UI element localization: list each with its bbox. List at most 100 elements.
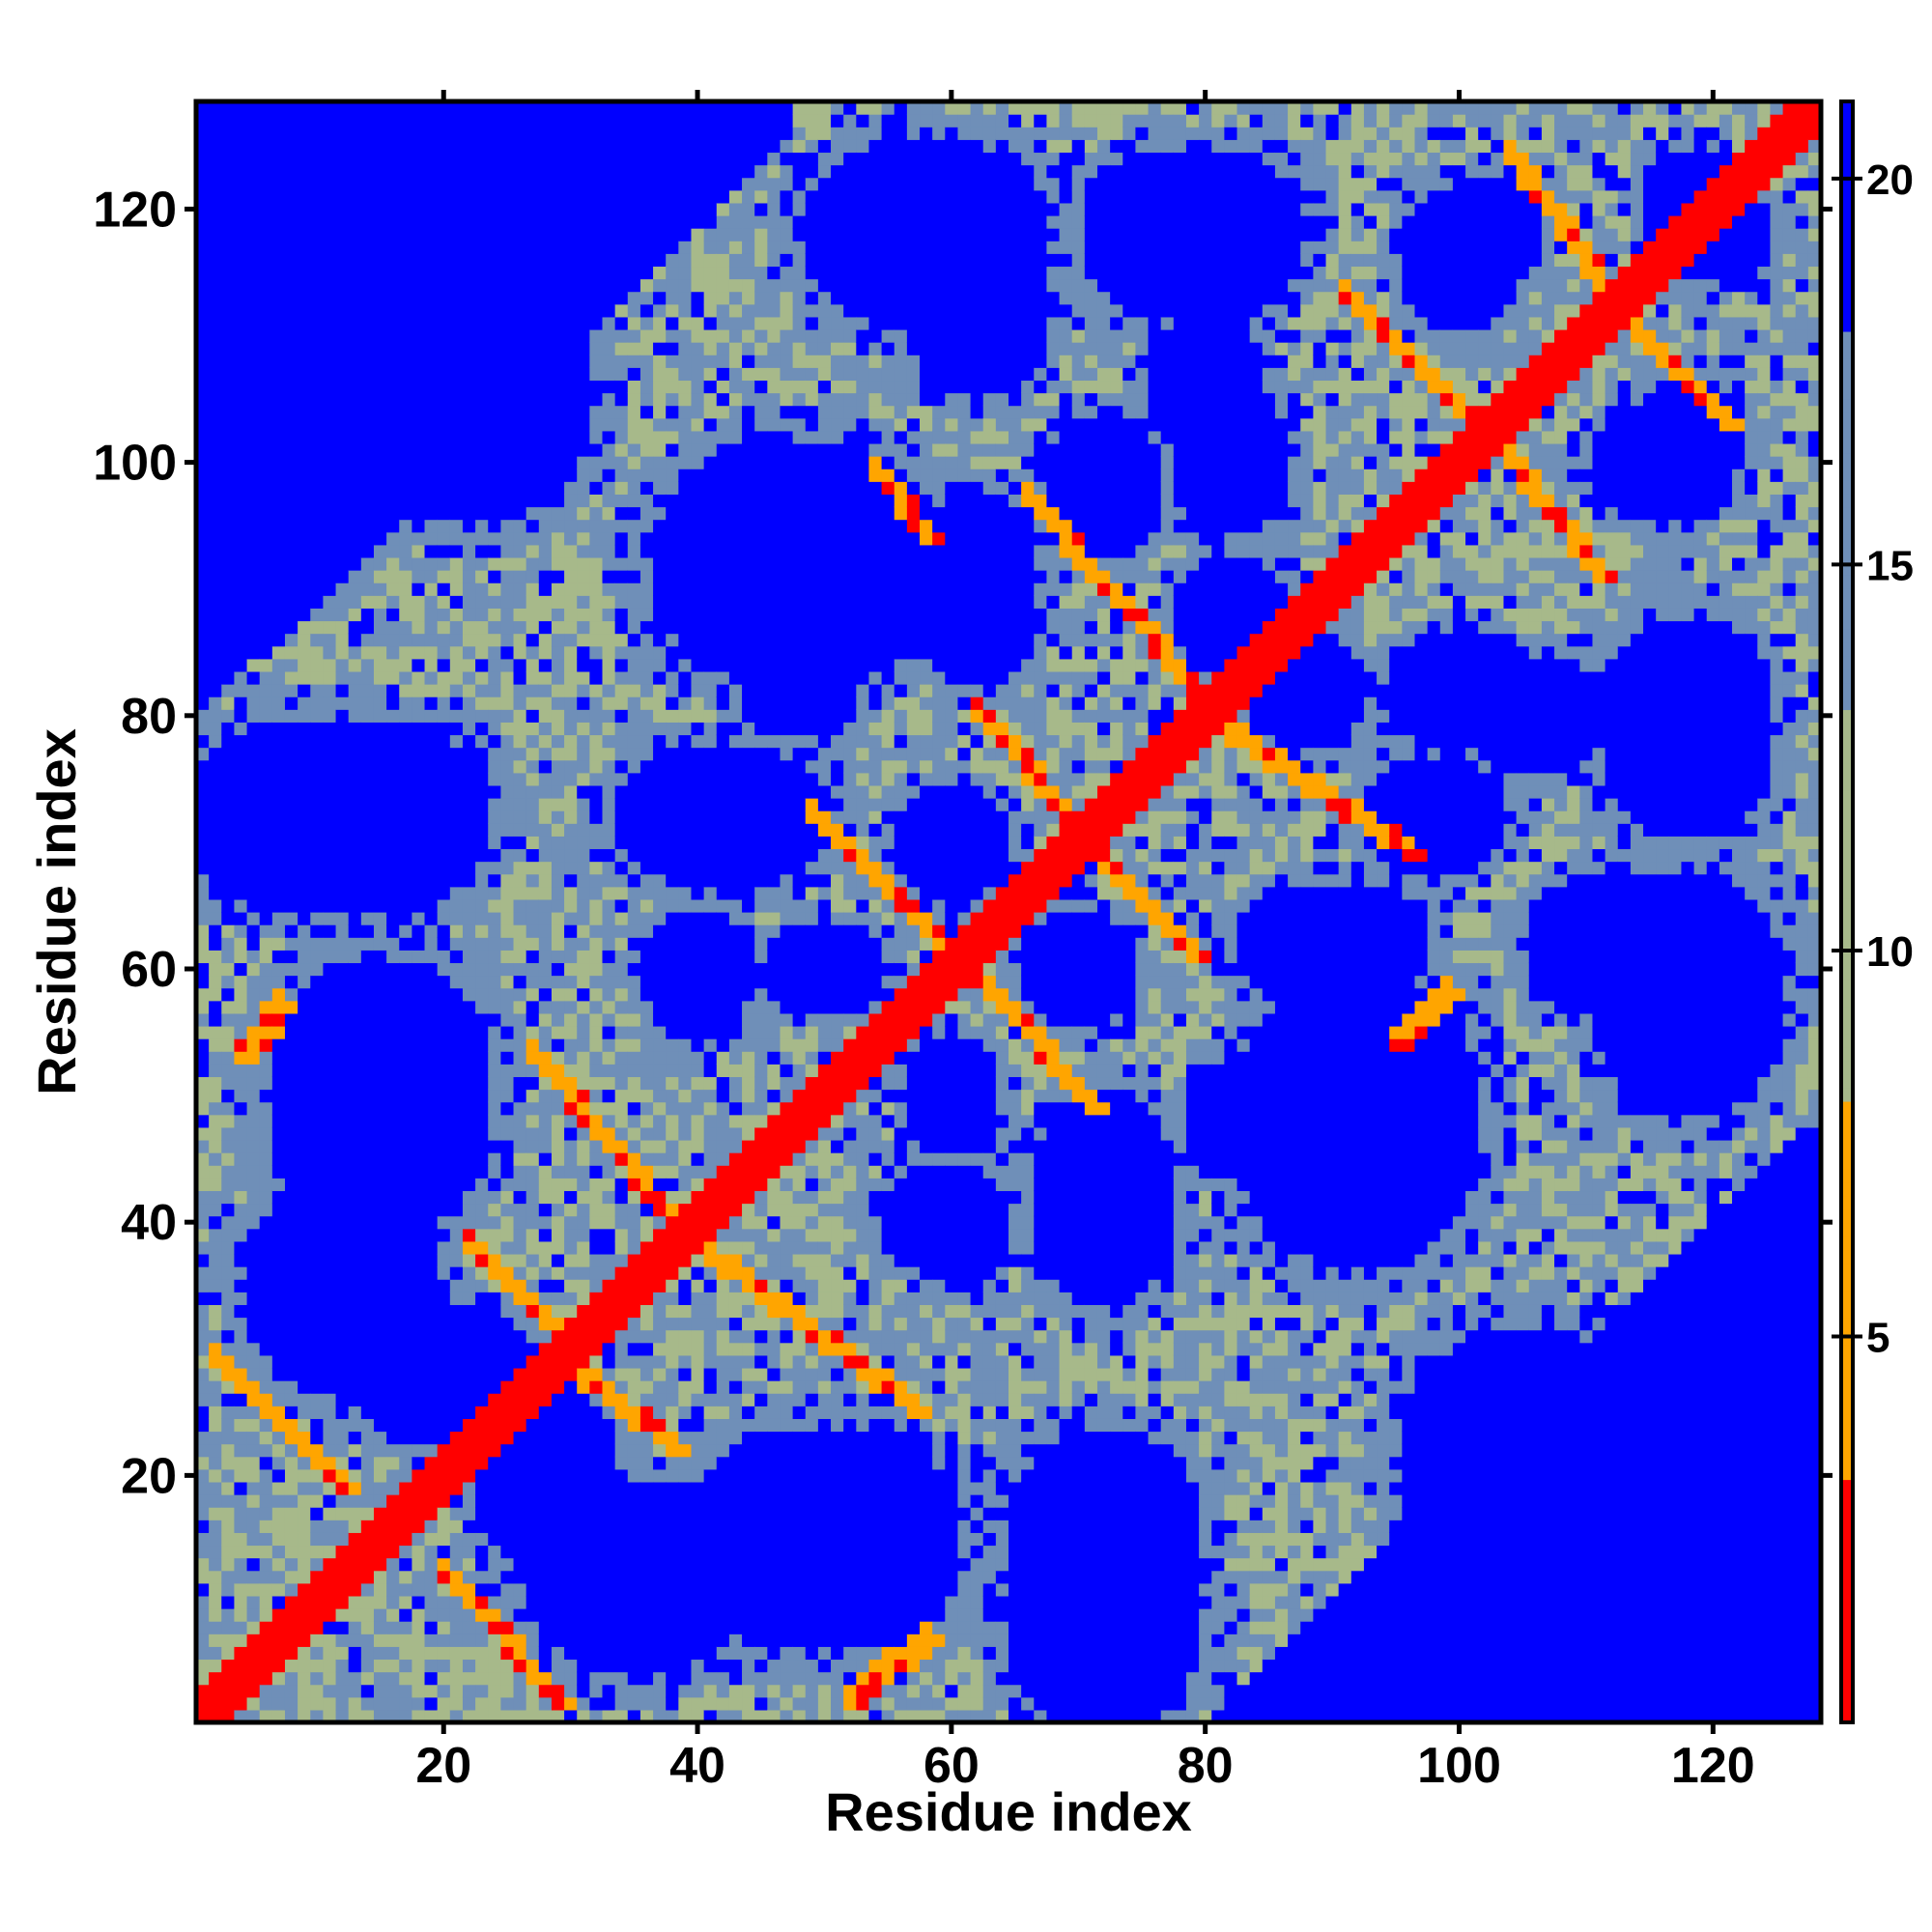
heatmap-cell [500, 114, 515, 128]
heatmap-cell [627, 241, 641, 254]
heatmap-cell [551, 1012, 565, 1027]
heatmap-cell [475, 975, 489, 989]
heatmap-cell [678, 1051, 693, 1065]
heatmap-cell [589, 1393, 604, 1406]
heatmap-cell [551, 1215, 565, 1230]
heatmap-cell [589, 772, 604, 786]
heatmap-cell [298, 241, 311, 254]
heatmap-cell [639, 1139, 654, 1153]
heatmap-cell [246, 241, 261, 254]
heatmap-cell [259, 759, 273, 774]
heatmap-cell [500, 1671, 515, 1686]
heatmap-cell [602, 1025, 616, 1039]
heatmap-cell [551, 722, 565, 736]
heatmap-cell [246, 1240, 261, 1255]
heatmap-cell [437, 367, 451, 382]
heatmap-cell [335, 861, 350, 875]
heatmap-cell [310, 291, 325, 305]
heatmap-cell [526, 1203, 540, 1217]
heatmap-cell [449, 987, 464, 1002]
heatmap-cell [348, 836, 362, 850]
heatmap-cell [589, 1203, 604, 1217]
heatmap-cell [373, 253, 387, 268]
heatmap-cell [666, 456, 679, 469]
heatmap-cell [449, 1228, 464, 1242]
heatmap-cell [589, 1228, 604, 1242]
heatmap-cell [221, 658, 236, 672]
heatmap-cell [564, 1076, 578, 1091]
heatmap-cell [360, 1051, 375, 1065]
heatmap-cell [284, 1342, 298, 1356]
heatmap-cell [348, 101, 362, 115]
heatmap-cell [602, 417, 616, 432]
heatmap-cell [373, 1481, 387, 1495]
heatmap-cell [614, 405, 629, 419]
heatmap-cell [209, 684, 222, 697]
heatmap-cell [373, 1520, 387, 1533]
heatmap-cell [412, 481, 426, 495]
heatmap-cell [639, 1165, 654, 1179]
heatmap-cell [488, 950, 501, 964]
heatmap-cell [259, 608, 273, 622]
heatmap-cell [386, 823, 400, 837]
heatmap-cell [335, 1076, 350, 1091]
heatmap-cell [209, 709, 222, 723]
heatmap-cell [475, 1634, 489, 1647]
heatmap-cell [412, 1228, 426, 1242]
heatmap-cell [475, 1557, 489, 1572]
heatmap-cell [335, 784, 350, 799]
heatmap-cell [284, 798, 298, 811]
heatmap-cell [284, 1456, 298, 1470]
heatmap-cell [678, 177, 693, 191]
heatmap-cell [488, 101, 501, 115]
heatmap-cell [639, 127, 654, 140]
heatmap-cell [564, 556, 578, 571]
heatmap-cell [246, 101, 261, 115]
heatmap-cell [221, 506, 236, 521]
heatmap-cell [589, 1292, 604, 1305]
heatmap-cell [373, 189, 387, 204]
heatmap-cell [360, 747, 375, 761]
heatmap-cell [348, 456, 362, 469]
heatmap-cell [373, 506, 387, 521]
heatmap-cell [462, 1671, 476, 1686]
heatmap-cell [513, 355, 527, 368]
heatmap-cell [462, 1393, 476, 1406]
heatmap-cell [462, 1634, 476, 1647]
heatmap-cell [399, 1114, 412, 1128]
heatmap-cell [475, 1253, 489, 1267]
heatmap-cell [551, 570, 565, 583]
heatmap-cell [589, 962, 604, 977]
heatmap-cell [412, 531, 426, 546]
heatmap-cell [437, 1671, 451, 1686]
heatmap-cell [298, 1000, 311, 1014]
heatmap-cell [577, 1418, 590, 1433]
heatmap-cell [196, 342, 210, 355]
heatmap-cell [653, 709, 667, 723]
heatmap-cell [386, 1659, 400, 1673]
heatmap-cell [373, 684, 387, 697]
heatmap-cell [221, 1101, 236, 1116]
heatmap-cell [386, 836, 400, 850]
heatmap-cell [462, 1532, 476, 1547]
heatmap-cell [360, 278, 375, 293]
heatmap-cell [589, 1240, 604, 1255]
heatmap-cell [627, 177, 641, 191]
heatmap-cell [221, 620, 236, 635]
heatmap-cell [513, 1431, 527, 1445]
heatmap-cell [627, 1621, 641, 1634]
heatmap-cell [589, 1481, 604, 1495]
heatmap-cell [691, 1696, 705, 1711]
heatmap-cell [639, 1621, 654, 1634]
heatmap-cell [271, 709, 286, 723]
heatmap-cell [221, 1380, 236, 1394]
heatmap-cell [221, 1215, 236, 1230]
heatmap-cell [412, 328, 426, 343]
heatmap-cell [259, 1367, 273, 1381]
heatmap-cell [412, 1696, 426, 1711]
heatmap-cell [360, 1064, 375, 1078]
heatmap-cell [475, 1507, 489, 1520]
heatmap-cell [513, 328, 527, 343]
heatmap-cell [323, 1354, 337, 1369]
heatmap-cell [449, 1266, 464, 1280]
